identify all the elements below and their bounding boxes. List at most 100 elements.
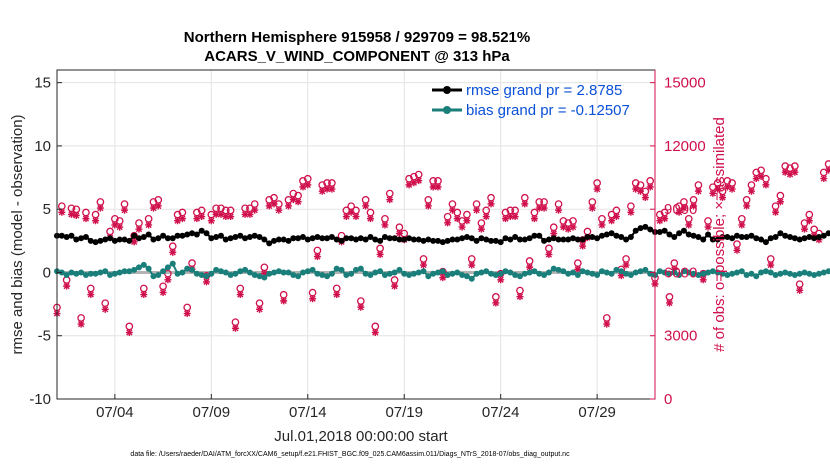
obs-possible-marker — [776, 191, 785, 200]
right-y-tick-label: 15000 — [664, 75, 706, 92]
rmse-point — [733, 232, 740, 239]
rmse-point — [430, 237, 437, 244]
obs-assimilated-marker — [767, 261, 775, 269]
bias-point — [82, 271, 89, 278]
obs-assimilated-marker — [424, 202, 432, 210]
left-axis-ticks: -10 -5 0 5 10 15 — [29, 75, 62, 408]
bias-point — [406, 271, 413, 278]
obs-possible-marker — [477, 219, 486, 227]
rmse-point — [801, 235, 808, 242]
left-y-axis-label: rmse and bias (model - observation) — [9, 114, 26, 354]
obs-assimilated-marker — [641, 194, 649, 202]
bias-point — [420, 268, 427, 275]
bias-point — [632, 269, 639, 276]
rmse-point — [391, 235, 398, 242]
rmse-point — [275, 236, 282, 243]
obs-assimilated-marker — [444, 219, 452, 227]
rmse-point — [261, 236, 268, 243]
rmse-point — [656, 228, 663, 235]
rmse-point — [237, 232, 244, 239]
obs-assimilated-marker — [434, 183, 442, 191]
obs-assimilated-marker — [772, 208, 780, 216]
legend-rmse-marker — [443, 86, 451, 94]
obs-possible-marker — [381, 214, 389, 223]
rmse-point — [290, 235, 297, 242]
obs-assimilated-marker — [371, 329, 379, 337]
rmse-point — [425, 236, 432, 243]
rmse-point — [772, 234, 779, 241]
bias-point — [676, 271, 683, 278]
obs-possible-marker — [260, 263, 269, 272]
rmse-point — [179, 232, 186, 239]
bias-point — [748, 270, 755, 277]
obs-assimilated-marker — [786, 170, 794, 178]
obs-assimilated-marker — [762, 181, 770, 189]
bias-point — [280, 269, 287, 276]
bias-point — [135, 264, 142, 271]
obs-assimilated-marker — [164, 276, 172, 284]
rmse-point — [266, 240, 273, 247]
bias-point — [97, 269, 104, 276]
bias-point — [536, 270, 543, 277]
bias-point — [777, 270, 784, 277]
obs-possible-marker — [135, 219, 143, 227]
rmse-point — [700, 236, 707, 243]
bias-point — [357, 265, 364, 272]
obs-assimilated-marker — [540, 204, 548, 212]
rmse-point — [304, 236, 311, 243]
obs-assimilated-marker — [323, 185, 331, 193]
right-y-axis-label: # of obs: o=possible; ×=assimilated — [711, 117, 728, 352]
bias-point — [391, 269, 398, 276]
rmse-point — [782, 232, 789, 239]
obs-possible-marker — [443, 212, 452, 221]
obs-assimilated-marker — [227, 213, 235, 221]
bias-point — [709, 268, 716, 275]
bias-point — [401, 270, 408, 277]
obs-assimilated-marker — [328, 185, 336, 193]
bias-point — [116, 269, 123, 276]
obs-assimilated-marker — [704, 223, 712, 231]
bias-point — [729, 270, 736, 277]
rmse-point — [381, 234, 388, 241]
obs-possible-marker — [101, 299, 110, 308]
obs-possible-marker — [737, 214, 746, 223]
obs-possible-marker — [742, 196, 751, 204]
rmse-point — [598, 232, 605, 239]
obs-assimilated-marker — [448, 206, 456, 214]
obs-assimilated-marker — [376, 250, 384, 258]
bias-point — [208, 270, 215, 277]
bias-point — [454, 269, 461, 276]
bias-point — [767, 269, 774, 276]
obs-assimilated-marker — [617, 272, 625, 280]
bias-point — [772, 271, 779, 278]
rmse-point — [719, 234, 726, 241]
bias-point — [343, 271, 350, 278]
rmse-point — [68, 232, 75, 239]
rmse-point — [213, 234, 220, 241]
obs-assimilated-marker — [468, 261, 476, 269]
obs-assimilated-marker — [130, 238, 138, 246]
obs-possible-marker — [120, 200, 129, 208]
rmse-point — [444, 237, 451, 244]
obs-assimilated-marker — [178, 215, 186, 223]
bias-point — [309, 266, 316, 273]
obs-possible-marker — [573, 259, 582, 267]
rmse-point — [478, 235, 485, 242]
obs-assimilated-marker — [728, 185, 736, 193]
obs-assimilated-marker — [757, 172, 765, 180]
obs-possible-marker — [545, 244, 553, 253]
rmse-point — [256, 234, 263, 241]
bias-point — [449, 270, 456, 277]
rmse-point — [78, 235, 85, 242]
bias-point — [246, 269, 253, 276]
obs-assimilated-marker — [530, 215, 538, 223]
rmse-point — [753, 235, 760, 242]
obs-possible-marker — [795, 280, 804, 289]
obs-assimilated-marker — [612, 213, 620, 221]
bias-point — [463, 273, 470, 280]
obs-assimilated-marker — [140, 291, 148, 299]
obs-assimilated-marker — [574, 265, 582, 273]
bias-point — [526, 269, 533, 276]
obs-possible-marker — [419, 255, 428, 263]
bias-point — [613, 266, 620, 273]
